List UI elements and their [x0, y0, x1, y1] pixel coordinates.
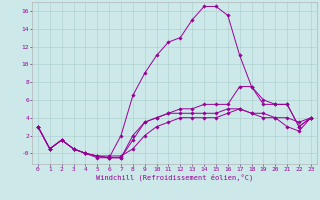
X-axis label: Windchill (Refroidissement éolien,°C): Windchill (Refroidissement éolien,°C) [96, 173, 253, 181]
